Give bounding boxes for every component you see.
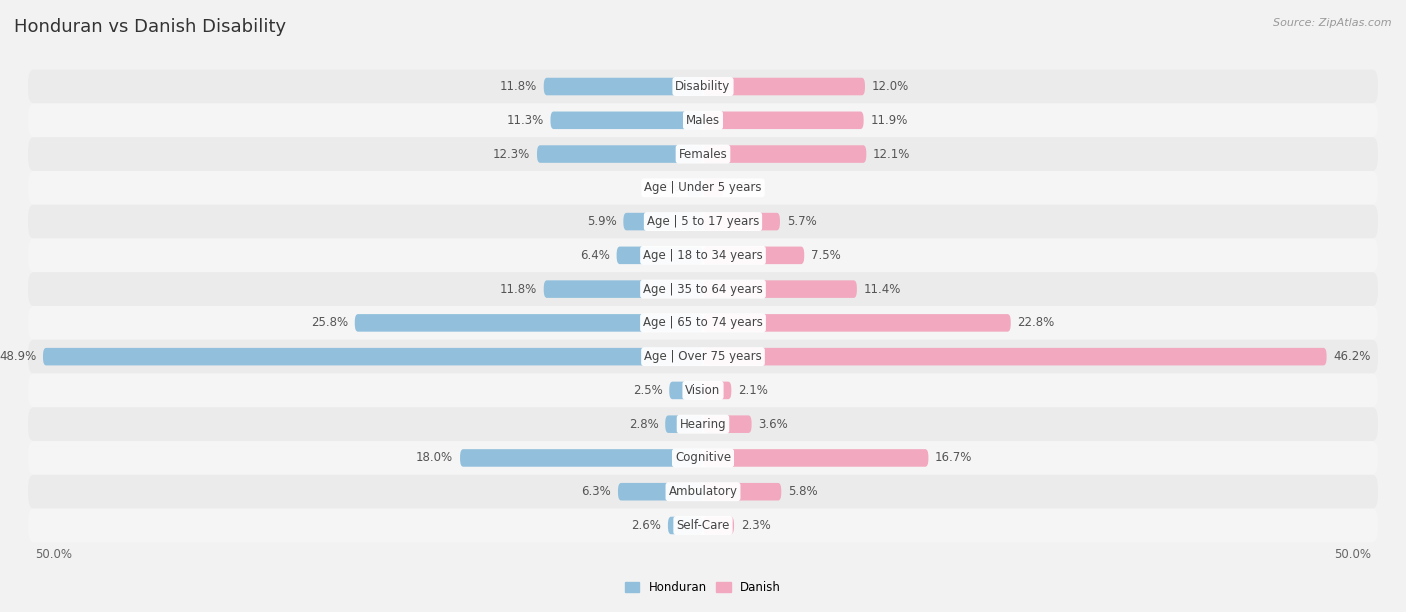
Text: 25.8%: 25.8%: [311, 316, 349, 329]
FancyBboxPatch shape: [460, 449, 703, 467]
Text: 2.5%: 2.5%: [633, 384, 662, 397]
Text: Age | 5 to 17 years: Age | 5 to 17 years: [647, 215, 759, 228]
FancyBboxPatch shape: [28, 103, 1378, 137]
Text: 5.7%: 5.7%: [787, 215, 817, 228]
FancyBboxPatch shape: [28, 137, 1378, 171]
Text: 46.2%: 46.2%: [1333, 350, 1371, 363]
Text: Age | Under 5 years: Age | Under 5 years: [644, 181, 762, 195]
FancyBboxPatch shape: [28, 373, 1378, 408]
FancyBboxPatch shape: [28, 475, 1378, 509]
Text: 12.0%: 12.0%: [872, 80, 908, 93]
FancyBboxPatch shape: [703, 213, 780, 230]
Text: Females: Females: [679, 147, 727, 160]
Text: 1.2%: 1.2%: [650, 181, 681, 195]
FancyBboxPatch shape: [544, 78, 703, 95]
FancyBboxPatch shape: [703, 382, 731, 399]
FancyBboxPatch shape: [703, 111, 863, 129]
FancyBboxPatch shape: [703, 314, 1011, 332]
Text: 6.4%: 6.4%: [581, 249, 610, 262]
FancyBboxPatch shape: [44, 348, 703, 365]
FancyBboxPatch shape: [703, 247, 804, 264]
FancyBboxPatch shape: [617, 247, 703, 264]
FancyBboxPatch shape: [686, 179, 703, 196]
Text: Age | 35 to 64 years: Age | 35 to 64 years: [643, 283, 763, 296]
FancyBboxPatch shape: [703, 78, 865, 95]
Text: Age | Over 75 years: Age | Over 75 years: [644, 350, 762, 363]
Text: 2.6%: 2.6%: [631, 519, 661, 532]
FancyBboxPatch shape: [544, 280, 703, 298]
FancyBboxPatch shape: [537, 145, 703, 163]
Text: 50.0%: 50.0%: [35, 548, 72, 561]
Text: Source: ZipAtlas.com: Source: ZipAtlas.com: [1274, 18, 1392, 28]
Text: 5.8%: 5.8%: [787, 485, 818, 498]
Text: 16.7%: 16.7%: [935, 452, 973, 465]
FancyBboxPatch shape: [28, 171, 1378, 204]
Text: 50.0%: 50.0%: [1334, 548, 1371, 561]
FancyBboxPatch shape: [665, 416, 703, 433]
FancyBboxPatch shape: [354, 314, 703, 332]
FancyBboxPatch shape: [703, 416, 752, 433]
Text: 7.5%: 7.5%: [811, 249, 841, 262]
Text: Ambulatory: Ambulatory: [668, 485, 738, 498]
FancyBboxPatch shape: [28, 441, 1378, 475]
Text: 48.9%: 48.9%: [0, 350, 37, 363]
FancyBboxPatch shape: [28, 272, 1378, 306]
FancyBboxPatch shape: [623, 213, 703, 230]
Text: 11.9%: 11.9%: [870, 114, 908, 127]
FancyBboxPatch shape: [28, 239, 1378, 272]
Text: 11.3%: 11.3%: [506, 114, 544, 127]
FancyBboxPatch shape: [619, 483, 703, 501]
Text: 2.3%: 2.3%: [741, 519, 770, 532]
Text: Hearing: Hearing: [679, 417, 727, 431]
Text: 11.8%: 11.8%: [499, 283, 537, 296]
FancyBboxPatch shape: [703, 348, 1327, 365]
Text: Age | 65 to 74 years: Age | 65 to 74 years: [643, 316, 763, 329]
Text: 2.1%: 2.1%: [738, 384, 768, 397]
FancyBboxPatch shape: [703, 449, 928, 467]
FancyBboxPatch shape: [28, 70, 1378, 103]
Text: 11.8%: 11.8%: [499, 80, 537, 93]
FancyBboxPatch shape: [703, 179, 723, 196]
FancyBboxPatch shape: [28, 408, 1378, 441]
Text: 1.5%: 1.5%: [730, 181, 759, 195]
FancyBboxPatch shape: [551, 111, 703, 129]
FancyBboxPatch shape: [28, 204, 1378, 239]
Text: 22.8%: 22.8%: [1018, 316, 1054, 329]
Text: Cognitive: Cognitive: [675, 452, 731, 465]
FancyBboxPatch shape: [28, 509, 1378, 542]
FancyBboxPatch shape: [703, 517, 734, 534]
Text: 12.1%: 12.1%: [873, 147, 911, 160]
Text: 3.6%: 3.6%: [758, 417, 789, 431]
FancyBboxPatch shape: [669, 382, 703, 399]
FancyBboxPatch shape: [703, 145, 866, 163]
Text: Age | 18 to 34 years: Age | 18 to 34 years: [643, 249, 763, 262]
FancyBboxPatch shape: [703, 483, 782, 501]
Text: 6.3%: 6.3%: [582, 485, 612, 498]
FancyBboxPatch shape: [28, 306, 1378, 340]
FancyBboxPatch shape: [703, 280, 856, 298]
Text: 11.4%: 11.4%: [863, 283, 901, 296]
Text: 18.0%: 18.0%: [416, 452, 453, 465]
Text: Self-Care: Self-Care: [676, 519, 730, 532]
Text: Disability: Disability: [675, 80, 731, 93]
Text: Honduran vs Danish Disability: Honduran vs Danish Disability: [14, 18, 287, 36]
FancyBboxPatch shape: [28, 340, 1378, 373]
Text: 12.3%: 12.3%: [494, 147, 530, 160]
Text: Vision: Vision: [685, 384, 721, 397]
FancyBboxPatch shape: [668, 517, 703, 534]
Text: 2.8%: 2.8%: [628, 417, 658, 431]
Text: 5.9%: 5.9%: [586, 215, 617, 228]
Text: Males: Males: [686, 114, 720, 127]
Legend: Honduran, Danish: Honduran, Danish: [620, 577, 786, 599]
